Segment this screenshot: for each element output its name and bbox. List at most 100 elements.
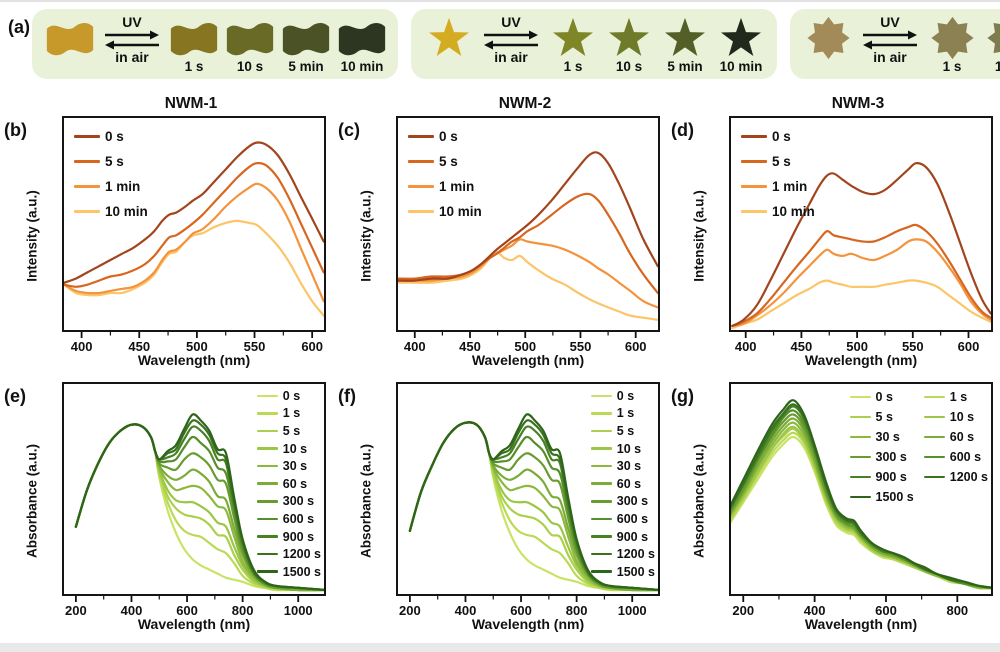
legend-label: 30 s <box>875 430 900 444</box>
series-curve <box>398 238 658 309</box>
legend-line <box>408 135 434 138</box>
star-sample-after-uv: 1 s <box>547 16 599 74</box>
legend-entry: 0 s <box>741 124 815 149</box>
legend-entry: 1 min <box>408 174 482 199</box>
uv-reversible-arrows: UV in air <box>860 16 920 68</box>
time-label: 1 s <box>184 59 204 74</box>
star-sample-after-uv: 10 s <box>603 16 655 74</box>
legend-label: 30 s <box>282 459 308 474</box>
time-label: 5 min <box>288 59 324 74</box>
panel-label: (c) <box>338 120 360 140</box>
uv-reversible-arrows: UV in air <box>102 16 162 68</box>
x-tick-label: 500 <box>514 339 536 354</box>
legend-line <box>256 429 278 433</box>
panel-a: (a) UV in air 1 s 10 s 5 min 10 min UV i… <box>0 9 1000 79</box>
legend-entry: 1200 s <box>923 467 988 487</box>
legend-entry: 0 s <box>590 387 655 405</box>
x-tick-label: 600 <box>875 603 897 618</box>
legend-entry: 600 s <box>256 510 321 528</box>
star-sample-after-uv: 5 min <box>659 16 711 74</box>
legend-entry: 10 min <box>741 199 815 224</box>
x-tick-label: 800 <box>232 603 254 618</box>
plot-area: 400 450 500 550 600 <box>396 116 660 354</box>
legend-entry: 5 s <box>256 422 321 440</box>
arrow-right-icon <box>150 30 159 40</box>
legend-line <box>741 160 767 163</box>
legend-line <box>74 135 100 138</box>
star-shape <box>609 17 649 56</box>
y-axis-label: Intensity (a.u.) <box>24 190 40 282</box>
legend: 0 s 5 s 1 min 10 min <box>741 124 815 224</box>
y-axis-label: Intensity (a.u.) <box>358 190 374 282</box>
legend-line <box>590 535 612 538</box>
uv-reversible-arrows: UV in air <box>481 16 541 68</box>
legend-line <box>256 535 278 538</box>
legend-line <box>923 395 945 399</box>
x-tick-label: 550 <box>244 339 266 354</box>
legend-entry: 10 s <box>256 440 321 458</box>
legend-label: 300 s <box>616 494 649 509</box>
star-shape <box>665 17 705 56</box>
legend-line <box>590 482 612 486</box>
x-tick-label: 600 <box>301 339 323 354</box>
legend-label: 10 s <box>949 410 975 424</box>
x-axis-label: Wavelength (nm) <box>471 616 585 632</box>
swatch-shape <box>46 23 94 56</box>
x-tick-label: 1000 <box>618 603 647 618</box>
legend-label: 1500 s <box>282 564 321 579</box>
legend-label: 300 s <box>282 494 315 509</box>
legend-entry: 1 s <box>923 387 988 407</box>
legend-entry: 5 s <box>590 422 655 440</box>
legend-line <box>256 482 278 486</box>
series-curve <box>731 238 991 327</box>
legend-entry: 0 s <box>408 124 482 149</box>
legend-line <box>256 394 278 398</box>
legend-entry: 300 s <box>849 447 914 467</box>
plot-area: 200 400 600 800 <box>729 382 993 618</box>
legend-line <box>923 435 945 439</box>
chart-nwm3-absorbance: (g) Absorbance (a.u.) 200 400 600 800 0 s 5 … <box>669 382 1000 632</box>
time-label: 1 s <box>563 59 583 74</box>
x-tick-label: 550 <box>902 339 924 354</box>
legend-label: 10 s <box>282 441 308 456</box>
legend-entry: 1 s <box>256 405 321 423</box>
legend-label: 10 min <box>772 204 815 219</box>
x-tick-label: 450 <box>128 339 150 354</box>
legend-entry: 1500 s <box>849 487 914 507</box>
legend-line <box>923 475 945 479</box>
legend-line <box>923 415 945 419</box>
legend-line <box>741 210 767 213</box>
legend-line <box>590 464 612 468</box>
time-label: 10 min <box>340 59 384 74</box>
flower-sample-initial <box>802 16 854 60</box>
uv-label: UV <box>501 16 521 30</box>
arrow-left-icon <box>484 40 493 50</box>
x-tick-label: 500 <box>186 339 208 354</box>
x-tick-label: 600 <box>958 339 980 354</box>
x-tick-label: 550 <box>570 339 592 354</box>
panel-label: (e) <box>4 386 26 406</box>
series-curve <box>731 279 991 330</box>
legend-line <box>256 552 278 556</box>
legend: 0 s 1 s 5 s 10 s 30 s 60 s 300 s 600 s 900 s 1200… <box>590 387 655 581</box>
fabric-swatch-after-uv: 10 min <box>336 16 388 74</box>
legend-label: 60 s <box>616 476 642 491</box>
chart-title: NWM-2 <box>498 95 552 112</box>
legend-line <box>256 464 278 468</box>
legend-line <box>590 552 612 556</box>
legend-entry: 30 s <box>256 457 321 475</box>
sample-strip-star-sample: UV in air 1 s 10 s 5 min 10 min <box>411 9 777 79</box>
legend-label: 900 s <box>875 470 907 484</box>
legend-entry: 10 s <box>590 440 655 458</box>
legend-entry: 1500 s <box>590 563 655 581</box>
flower-sample-after-uv: 10 s <box>982 16 1000 74</box>
legend-label: 30 s <box>616 459 642 474</box>
chart-nwm3-emission: NWM-3 (d) Intensity (a.u.) 400 450 500 550 6… <box>669 94 1000 368</box>
x-tick-label: 400 <box>71 339 93 354</box>
legend-line <box>256 447 278 450</box>
legend-entry: 60 s <box>923 427 988 447</box>
legend-entry: 0 s <box>849 387 914 407</box>
x-tick-label: 600 <box>510 603 532 618</box>
legend-label: 5 s <box>772 154 791 169</box>
x-tick-label: 200 <box>65 603 87 618</box>
